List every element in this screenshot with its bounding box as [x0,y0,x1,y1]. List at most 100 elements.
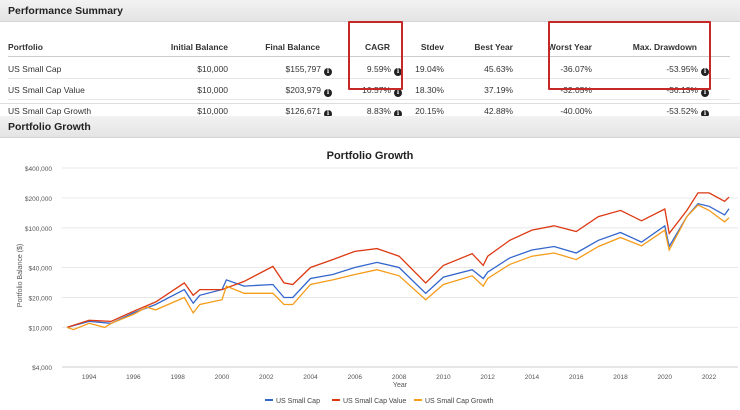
cell-text: -53.52% [666,106,698,116]
cell-text: US Small Cap [8,64,62,74]
cell-text: Worst Year [547,42,592,52]
x-tick-label: 2014 [525,374,540,381]
performance-summary-header: Performance Summary [0,0,740,22]
cell-text: 10.57% [362,85,391,95]
cell-text: -32.05% [560,85,592,95]
column-header: CAGR [365,42,390,52]
cell-text: -56.13% [666,85,698,95]
info-circle-icon[interactable]: i [701,68,709,76]
cell-text: -36.07% [560,64,592,74]
info-circle-icon[interactable]: i [394,89,402,97]
portfolio-growth-header: Portfolio Growth [0,116,740,138]
x-tick-label: 2022 [702,374,717,381]
cell-text: Stdev [420,42,444,52]
table-cell: US Small Cap Value [8,85,85,95]
cell-text: -40.00% [560,106,592,116]
cell-text: $126,671 [285,106,321,116]
column-header: Best Year [474,42,513,52]
cell-text: Portfolio [8,42,43,52]
y-tick-label: $200,000 [25,196,52,203]
cell-text: $155,797 [285,64,321,74]
x-tick-label: 1994 [82,374,97,381]
table-cell: 45.63% [484,64,513,74]
legend-label: US Small Cap [276,398,320,405]
table-cell: $10,000 [197,64,228,74]
portfolio-growth-chart: Portfolio Growth $4,000 $10,000 $20,000 $40,… [17,150,738,405]
cell-text: US Small Cap Value [8,85,85,95]
cell-text: Final Balance [265,42,320,52]
cell-text: Best Year [474,42,513,52]
info-circle-icon[interactable]: i [324,89,332,97]
series-line-us-small-cap [66,202,730,329]
section-title: Performance Summary [8,5,123,17]
cell-text: 37.19% [484,85,513,95]
cell-text: $10,000 [197,64,228,74]
column-header: Portfolio [8,42,43,52]
series-line-us-small-cap-growth [66,204,730,331]
table-cell: -32.05% [560,85,592,95]
cell-text: 9.59% [366,64,391,74]
x-tick-label: 2000 [215,374,230,381]
table-cell: -53.52% i [666,106,709,118]
table-cell: $203,979 i [286,85,332,97]
info-circle-icon[interactable]: i [701,89,709,97]
y-tick-label: $40,000 [29,266,53,273]
x-tick-label: 2006 [348,374,363,381]
y-tick-label: $100,000 [25,226,52,233]
table-row: US Small Cap Value $10,000 $203,979 i 10.57%… [8,79,730,100]
column-header: Worst Year [548,42,592,52]
y-tick-label: $20,000 [29,295,53,302]
table-cell: $155,797 i [286,64,332,76]
info-circle-icon[interactable]: i [324,110,332,118]
table-cell: 10.57% i [362,85,402,97]
table-cell: -53.95% i [666,64,709,76]
table-cell: -36.07% [560,64,592,74]
section-title: Portfolio Growth [8,121,91,133]
cell-text: $10,000 [197,106,228,116]
cell-text: 18.30% [415,85,444,95]
info-circle-icon[interactable]: i [394,110,402,118]
cell-text: US Small Cap Growth [8,106,92,116]
table-cell: 18.30% [415,85,444,95]
worst-year-drawdown-highlight-box [548,21,711,90]
column-header: Final Balance [265,42,320,52]
y-tick-label: $400,000 [25,166,52,173]
x-tick-label: 1998 [170,374,185,381]
y-tick-label: $10,000 [29,325,53,332]
legend-label: US Small Cap Growth [425,398,494,405]
table-cell: $10,000 [197,85,228,95]
chart-title: Portfolio Growth [327,150,414,162]
x-tick-label: 2004 [303,374,318,381]
cell-text: Initial Balance [170,42,228,52]
table-cell: 19.04% [415,64,444,74]
cell-text: $10,000 [197,85,228,95]
cell-text: -53.95% [666,64,698,74]
table-header-row: Portfolio Initial Balance Final Balance CAG… [8,36,730,57]
info-circle-icon[interactable]: i [394,68,402,76]
x-tick-label: 2002 [259,374,274,381]
table-cell: 37.19% [484,85,513,95]
x-axis-label: Year [393,382,408,389]
column-header: Stdev [421,42,444,52]
y-tick-label: $4,000 [32,365,52,372]
table-cell: 20.15% [415,106,444,116]
series-line-us-small-cap-value [66,192,730,329]
cell-text: 20.15% [415,106,444,116]
cagr-highlight-box [348,21,403,90]
table-row: US Small Cap $10,000 $155,797 i 9.59% i 19.04%… [8,58,730,79]
cell-text: 42.88% [484,106,513,116]
x-tick-label: 2020 [658,374,673,381]
y-axis-label: Portfolio Balance ($) [17,244,24,307]
cell-text: 45.63% [484,64,513,74]
table-cell: -56.13% i [666,85,709,97]
cell-text: 8.83% [366,106,391,116]
legend-label: US Small Cap Value [343,398,406,405]
table-cell: 42.88% [484,106,513,116]
x-tick-label: 2008 [392,374,407,381]
cell-text: 19.04% [415,64,444,74]
cell-text: Max. Drawdown [632,42,697,52]
x-tick-label: 2012 [480,374,495,381]
info-circle-icon[interactable]: i [701,110,709,118]
info-circle-icon[interactable]: i [324,68,332,76]
table-cell: $10,000 [197,106,228,116]
